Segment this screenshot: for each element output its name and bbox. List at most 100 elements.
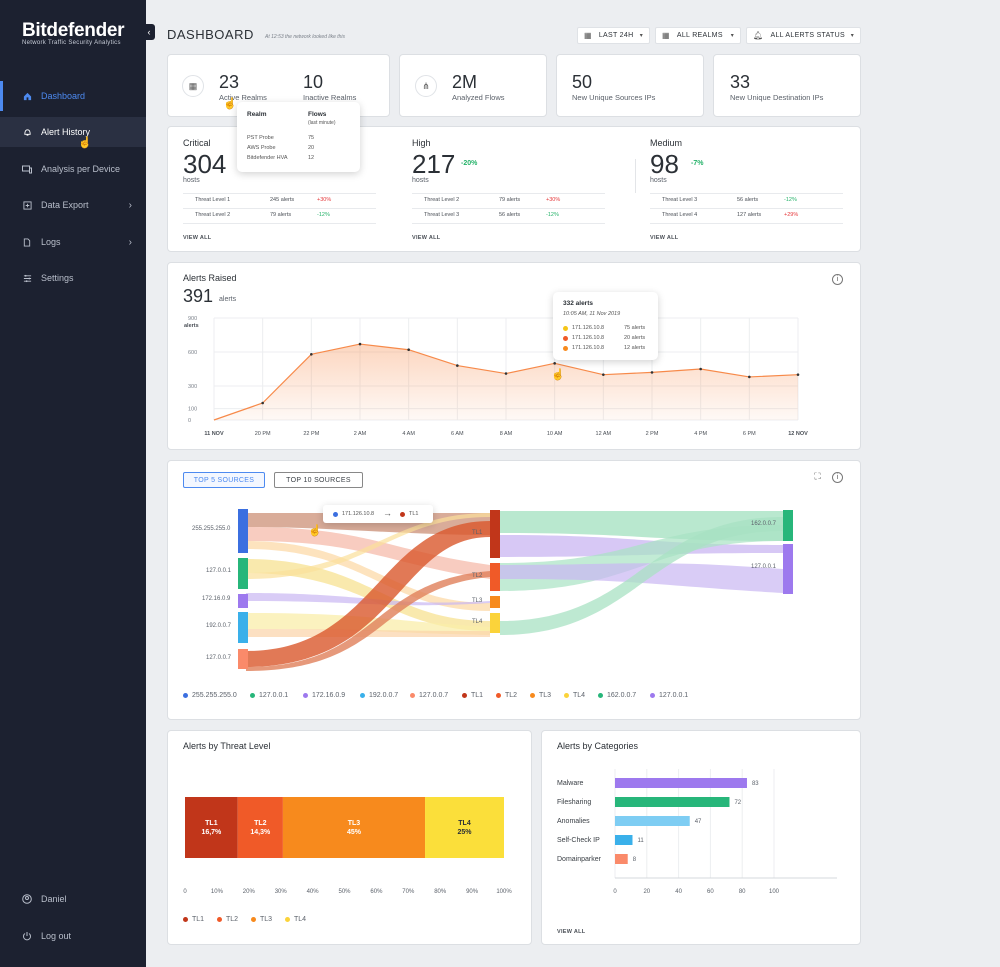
sources-count: 50 xyxy=(572,72,593,92)
hand-cursor-icon: ☝ xyxy=(223,98,237,110)
legend-item: TL2 xyxy=(217,916,238,923)
destinations-label: New Unique Destination IPs xyxy=(730,93,824,102)
realm-tooltip: Realm Flows (last minute) PST Probe 75 A… xyxy=(237,102,360,172)
info-icon[interactable]: i xyxy=(832,274,843,285)
x-tick-label: 10% xyxy=(211,889,224,895)
segment-value: 45% xyxy=(347,829,362,836)
alerts-raised-title: Alerts Raised xyxy=(183,273,237,283)
flows-count: 2M xyxy=(452,72,478,92)
tooltip-flows: 75 xyxy=(308,135,315,141)
tooltip-flows: 12 xyxy=(308,155,315,161)
critical-unit: hosts xyxy=(183,177,200,184)
y-axis-label: alerts xyxy=(184,323,199,329)
x-tick-label: 12 NOV xyxy=(788,431,808,437)
export-icon xyxy=(22,200,32,210)
x-tick-label: 50% xyxy=(338,889,351,895)
categories-view-all-link[interactable]: VIEW ALL xyxy=(557,929,586,935)
category-bar xyxy=(615,854,628,864)
x-tick-label: 60 xyxy=(707,889,714,895)
sidebar-item-alert-history[interactable]: Alert History ☝ xyxy=(0,117,146,149)
realm-filter-dropdown[interactable]: ▦ ALL REALMS ▾ xyxy=(655,27,741,44)
legend-item: 192.0.0.7 xyxy=(360,692,398,699)
tooltip-flows: 20 xyxy=(308,145,315,151)
high-view-all-link[interactable]: VIEW ALL xyxy=(412,235,441,241)
fullscreen-icon[interactable]: ⛶ xyxy=(814,471,821,481)
file-icon xyxy=(22,237,32,247)
category-label: Self-Check IP xyxy=(557,837,600,844)
inactive-realms-count: 10 xyxy=(303,72,324,92)
grid-icon: ▦ xyxy=(182,75,204,97)
sidebar-item-logs[interactable]: Logs › xyxy=(0,227,146,257)
sidebar-item-label: Dashboard xyxy=(41,91,86,101)
legend-dot xyxy=(563,346,568,351)
info-icon[interactable]: i xyxy=(832,472,843,483)
sidebar-item-analysis-per-device[interactable]: Analysis per Device xyxy=(0,154,146,184)
page-title: DASHBOARD xyxy=(167,27,254,42)
tab-top-5-sources[interactable]: TOP 5 SOURCES xyxy=(183,472,265,488)
flows-label: Analyzed Flows xyxy=(452,93,505,102)
legend-item: TL1 xyxy=(462,692,483,699)
bell-icon xyxy=(22,127,32,137)
threat-level-alerts: 79 alerts xyxy=(270,212,292,218)
status-filter-dropdown[interactable]: 🔔︎ ALL ALERTS STATUS ▾ xyxy=(746,27,861,44)
medium-count: 98 xyxy=(650,149,679,179)
y-tick-label: 0 xyxy=(188,418,191,424)
threat-level-change: +29% xyxy=(784,212,799,218)
tooltip-realm: PST Probe xyxy=(247,135,274,141)
x-tick-label: 80% xyxy=(434,889,447,895)
alerts-tooltip-title: 332 alerts xyxy=(563,300,593,307)
critical-view-all-link[interactable]: VIEW ALL xyxy=(183,235,212,241)
segment-label: TL4 xyxy=(458,820,471,827)
legend-dot xyxy=(563,326,568,331)
medium-view-all-link[interactable]: VIEW ALL xyxy=(650,235,679,241)
sidebar-item-settings[interactable]: Settings xyxy=(0,263,146,293)
sidebar-item-dashboard[interactable]: Dashboard xyxy=(0,81,146,111)
legend-item: 127.0.0.7 xyxy=(410,692,448,699)
tab-top-10-sources[interactable]: TOP 10 SOURCES xyxy=(274,472,363,488)
power-icon xyxy=(22,931,32,941)
x-tick-label: 0 xyxy=(183,889,187,895)
x-tick-label: 6 PM xyxy=(743,431,756,437)
time-filter-dropdown[interactable]: ▦ LAST 24H ▾ xyxy=(577,27,650,44)
legend-item: 255.255.255.0 xyxy=(183,692,237,699)
sidebar-item-label: Alert History xyxy=(41,127,91,137)
categories-card: Alerts by Categories 0 20 40 60 80 100 Malware… xyxy=(541,730,861,945)
data-point xyxy=(796,373,800,376)
x-tick-label: 0 xyxy=(613,889,617,895)
legend-item: TL3 xyxy=(530,692,551,699)
x-tick-label: 70% xyxy=(402,889,415,895)
sidebar-item-data-export[interactable]: Data Export › xyxy=(0,190,146,220)
high-unit: hosts xyxy=(412,177,429,184)
categories-title: Alerts by Categories xyxy=(557,741,639,751)
sidebar-item-logout[interactable]: Log out xyxy=(0,921,146,951)
active-realms-label[interactable]: Active Realms xyxy=(219,93,267,102)
realms-card: ▦ 23 Active Realms 10 Inactive Realms xyxy=(167,54,390,117)
user-name: Daniel xyxy=(41,894,67,904)
legend-item: TL4 xyxy=(285,916,306,923)
data-point xyxy=(407,348,410,352)
critical-title: Critical xyxy=(183,138,211,148)
tooltip-col-flows-sub: (last minute) xyxy=(308,120,336,126)
threat-level-name: Threat Level 2 xyxy=(424,197,460,203)
data-point xyxy=(358,342,362,346)
legend-item: TL3 xyxy=(251,916,272,923)
active-realms-count: 23 xyxy=(219,72,240,92)
sidebar-item-user[interactable]: Daniel xyxy=(0,884,146,914)
dest-label: 127.0.0.1 xyxy=(751,564,777,570)
threat-level-change: -12% xyxy=(546,212,559,218)
data-point xyxy=(456,364,459,367)
sankey-tooltip-from: 171.126.10.8 xyxy=(342,511,375,517)
level-label: TL2 xyxy=(472,573,483,579)
home-icon xyxy=(22,91,32,101)
segment-value: 14,3% xyxy=(250,829,271,836)
collapse-sidebar-button[interactable]: ‹ xyxy=(143,24,155,40)
threat-level-alerts: 56 alerts xyxy=(737,197,759,203)
source-label: 255.255.255.0 xyxy=(192,526,231,532)
realm-filter-label: ALL REALMS xyxy=(676,32,723,39)
brand-logo: Bitdefender xyxy=(22,20,125,41)
threat-level-alerts: 245 alerts xyxy=(270,197,295,203)
grid-icon: ▦ xyxy=(662,31,670,40)
sankey-card: TOP 5 SOURCES TOP 10 SOURCES ⛶ i xyxy=(167,460,861,720)
data-point xyxy=(650,371,654,374)
x-tick-label: 8 AM xyxy=(500,431,513,437)
